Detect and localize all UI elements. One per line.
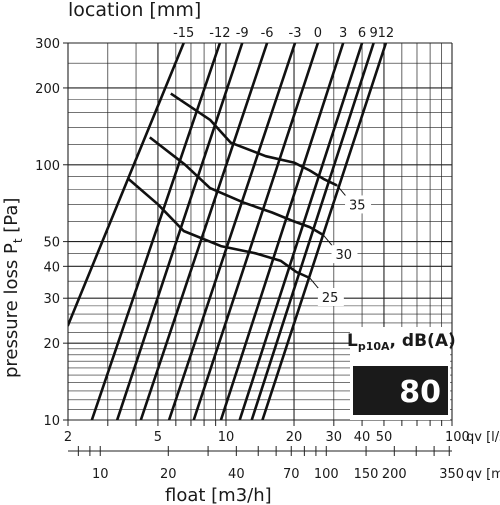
x-tick-label-ls: 30: [326, 430, 343, 445]
x-tick-label-m3h: 20: [160, 467, 177, 482]
sound-curve-25: [127, 177, 311, 280]
position-label--3: -3: [289, 26, 302, 41]
sound-curve-30: [149, 136, 325, 237]
position-line--15: [68, 43, 185, 327]
position-label--15: -15: [173, 26, 194, 41]
position-label-12: 12: [378, 26, 395, 41]
position-line--3: [167, 43, 297, 420]
y-tick-label: 300: [35, 37, 60, 52]
position-label-3: 3: [339, 26, 347, 41]
sound-label-25: 25: [322, 291, 339, 306]
position-label--6: -6: [261, 26, 274, 41]
x-unit-ls: qv [l/s]: [466, 430, 500, 445]
legend-value: 80: [399, 375, 441, 410]
y-tick-label: 100: [35, 159, 60, 174]
sound-label-bg-35: [345, 195, 372, 214]
position-line-0: [192, 43, 320, 420]
x-unit-m3h: qv [m3/h]: [466, 467, 500, 482]
position-lines: [68, 43, 388, 420]
top-axis-title: location [mm]: [68, 0, 201, 21]
position-line--6: [139, 43, 269, 420]
legend-value-box: [353, 366, 448, 415]
sound-label-bg-25: [317, 288, 344, 307]
x-tick-label-m3h: 200: [382, 467, 407, 482]
x-tick-label-ls: 20: [286, 430, 303, 445]
x-tick-label-ls: 5: [154, 430, 162, 445]
y-tick-label: 10: [43, 414, 60, 429]
bottom-axis-title: float [m3/h]: [165, 485, 272, 505]
position-label-0: 0: [314, 26, 322, 41]
x-tick-label-m3h: 150: [354, 467, 379, 482]
position-label-6: 6: [358, 26, 366, 41]
sound-label-30: 30: [335, 248, 352, 263]
sound-label-35: 35: [349, 198, 366, 213]
position-line-9: [250, 43, 375, 420]
x-tick-label-ls: 10: [218, 430, 235, 445]
position-line--9: [115, 43, 244, 420]
sound-curve-35: [170, 92, 338, 187]
position-label--12: -12: [209, 26, 230, 41]
sound-label-bg-30: [331, 245, 358, 264]
x-tick-label-ls: 2: [64, 430, 72, 445]
position-label--9: -9: [236, 26, 249, 41]
x-tick-label-m3h: 350: [439, 467, 464, 482]
position-line-6: [238, 43, 364, 420]
y-tick-label: 200: [35, 82, 60, 97]
y-tick-label: 20: [43, 337, 60, 352]
legend-title: Lp10A, dB(A): [347, 331, 456, 353]
x-tick-label-ls: 50: [376, 430, 393, 445]
x-tick-label-ls: 100: [445, 430, 470, 445]
y-axis-title: pressure loss Pt [Pa]: [1, 198, 25, 378]
legend-box: Lp10A, dB(A) 80: [347, 327, 456, 420]
y-tick-label: 40: [43, 260, 60, 275]
x-tick-label-m3h: 10: [92, 467, 109, 482]
x-tick-label-m3h: 40: [228, 467, 245, 482]
y-tick-label: 30: [43, 292, 60, 307]
position-line-3: [219, 43, 345, 420]
sound-curves: 35 30 25: [127, 92, 372, 307]
x-tick-label-m3h: 70: [283, 467, 300, 482]
x-tick-label-ls: 40: [354, 430, 371, 445]
y-tick-label: 50: [43, 236, 60, 251]
position-label-9: 9: [369, 26, 377, 41]
position-line-12: [261, 43, 388, 420]
position-line--12: [90, 43, 222, 420]
x-tick-label-m3h: 100: [314, 467, 339, 482]
